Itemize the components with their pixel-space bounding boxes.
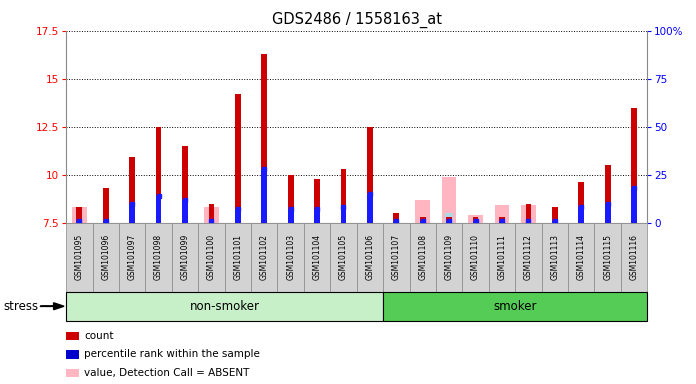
Text: value, Detection Call = ABSENT: value, Detection Call = ABSENT [84, 368, 250, 378]
Bar [261, 54, 267, 223]
Bar [631, 188, 637, 223]
Bar [552, 207, 557, 223]
Text: GSM101100: GSM101100 [207, 234, 216, 280]
Text: GSM101113: GSM101113 [551, 234, 560, 280]
Bar [182, 200, 188, 223]
Bar [209, 204, 214, 223]
Text: GSM101096: GSM101096 [101, 234, 110, 280]
Bar [340, 207, 347, 223]
Bar [393, 213, 400, 223]
Text: GDS2486 / 1558163_at: GDS2486 / 1558163_at [271, 12, 442, 28]
Text: GSM101106: GSM101106 [365, 234, 374, 280]
Bar [499, 217, 505, 223]
Text: stress: stress [3, 300, 38, 313]
Bar [416, 200, 430, 223]
Bar [420, 217, 426, 223]
Text: GSM101111: GSM101111 [498, 234, 507, 280]
Text: GSM101098: GSM101098 [154, 234, 163, 280]
Text: percentile rank within the sample: percentile rank within the sample [84, 349, 260, 359]
Bar [525, 204, 531, 223]
Text: count: count [84, 331, 113, 341]
Bar [605, 165, 610, 223]
Text: GSM101104: GSM101104 [313, 234, 322, 280]
Text: GSM101097: GSM101097 [127, 234, 136, 280]
Bar [261, 169, 267, 223]
Bar [552, 221, 557, 223]
Text: GSM101101: GSM101101 [233, 234, 242, 280]
Bar [77, 221, 82, 223]
Bar [499, 221, 505, 223]
Bar [77, 207, 82, 223]
Bar [235, 209, 241, 223]
Bar [468, 215, 483, 223]
Bar [420, 221, 426, 223]
Text: GSM101107: GSM101107 [392, 234, 401, 280]
Text: GSM101103: GSM101103 [286, 234, 295, 280]
Text: GSM101115: GSM101115 [603, 234, 612, 280]
Bar [129, 157, 135, 223]
Bar [129, 204, 135, 223]
Text: GSM101102: GSM101102 [260, 234, 269, 280]
Bar [525, 221, 531, 223]
Text: GSM101110: GSM101110 [471, 234, 480, 280]
Text: GSM101095: GSM101095 [75, 234, 84, 280]
Bar [156, 127, 161, 223]
Bar [287, 175, 294, 223]
Bar [445, 213, 453, 223]
Bar [103, 221, 109, 223]
Text: non-smoker: non-smoker [189, 300, 260, 313]
Bar [204, 207, 219, 223]
Bar [631, 108, 637, 223]
Bar [446, 221, 452, 223]
Bar [605, 204, 610, 223]
Bar [473, 217, 478, 223]
Text: GSM101108: GSM101108 [418, 234, 427, 280]
Bar [495, 205, 509, 223]
Text: GSM101114: GSM101114 [577, 234, 586, 280]
Bar [340, 169, 347, 223]
Bar [103, 188, 109, 223]
Bar [72, 207, 86, 223]
Bar [235, 94, 241, 223]
Bar [521, 205, 536, 223]
Text: GSM101116: GSM101116 [630, 234, 638, 280]
Bar [446, 217, 452, 223]
Bar [209, 221, 214, 223]
Bar [442, 177, 457, 223]
Bar [287, 209, 294, 223]
Bar [578, 182, 584, 223]
Bar [182, 146, 188, 223]
Text: GSM101099: GSM101099 [180, 234, 189, 280]
Text: GSM101105: GSM101105 [339, 234, 348, 280]
Bar [314, 179, 320, 223]
Bar [314, 209, 320, 223]
Bar [156, 196, 161, 223]
Bar [367, 127, 373, 223]
Bar [367, 194, 373, 223]
Bar [393, 221, 400, 223]
Bar [578, 207, 584, 223]
Text: smoker: smoker [493, 300, 537, 313]
Text: GSM101109: GSM101109 [445, 234, 454, 280]
Text: GSM101112: GSM101112 [524, 234, 533, 280]
Bar [473, 221, 478, 223]
